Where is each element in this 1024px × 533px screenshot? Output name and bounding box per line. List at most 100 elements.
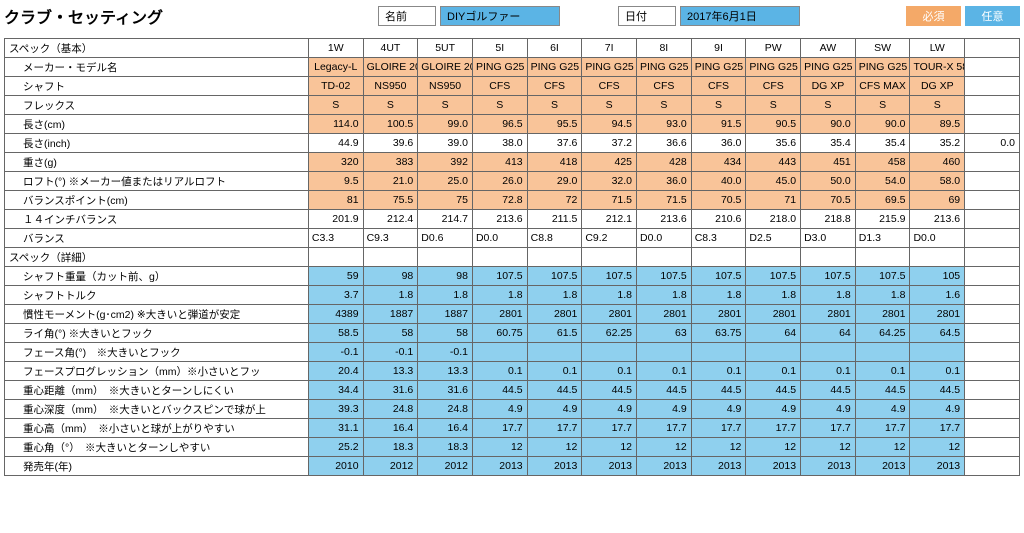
cell: 96.5 — [472, 115, 527, 134]
cell: 62.25 — [582, 324, 637, 343]
cell: 2010 — [308, 457, 363, 476]
cell: 12 — [910, 438, 965, 457]
cell: D0.0 — [472, 229, 527, 248]
cell: 107.5 — [691, 267, 746, 286]
cell: 31.1 — [308, 419, 363, 438]
cell — [965, 191, 1020, 210]
cell — [855, 248, 910, 267]
table-row: バランスC3.3C9.3D0.6D0.0C8.8C9.2D0.0C8.3D2.5… — [5, 229, 1020, 248]
cell — [965, 229, 1020, 248]
cell: 98 — [363, 267, 418, 286]
cell — [527, 248, 582, 267]
cell — [582, 343, 637, 362]
cell: CFS — [637, 77, 692, 96]
cell: 100.5 — [363, 115, 418, 134]
cell: 2013 — [801, 457, 856, 476]
optional-button[interactable]: 任意 — [965, 6, 1020, 26]
cell: 2801 — [637, 305, 692, 324]
cell: CFS — [472, 77, 527, 96]
cell: D2.5 — [746, 229, 801, 248]
cell — [965, 438, 1020, 457]
cell: 1.6 — [910, 286, 965, 305]
cell: フェースプログレッション（mm）※小さいとフッ — [5, 362, 309, 381]
cell: 4.9 — [527, 400, 582, 419]
cell: 64 — [746, 324, 801, 343]
table-row: 重心角（°） ※大きいとターンしやすい25.218.318.3121212121… — [5, 438, 1020, 457]
table-row: 長さ(cm)114.0100.599.096.595.594.593.091.5… — [5, 115, 1020, 134]
table-row: バランスポイント(cm)8175.57572.87271.571.570.571… — [5, 191, 1020, 210]
cell: 12 — [527, 438, 582, 457]
cell: 90.0 — [855, 115, 910, 134]
cell: 212.1 — [582, 210, 637, 229]
cell: 39.6 — [363, 134, 418, 153]
cell: 69.5 — [855, 191, 910, 210]
cell — [965, 400, 1020, 419]
cell: -0.1 — [308, 343, 363, 362]
cell — [965, 77, 1020, 96]
cell: 12 — [855, 438, 910, 457]
cell: PING G25 — [746, 58, 801, 77]
cell: 2801 — [910, 305, 965, 324]
cell: 45.0 — [746, 172, 801, 191]
cell: 392 — [418, 153, 473, 172]
cell: 72 — [527, 191, 582, 210]
spec-table: スペック（基本）1W4UT5UT5I6I7I8I9IPWAWSWLWメーカー・モ… — [4, 38, 1020, 476]
cell: GLOIRE 2013 — [418, 58, 473, 77]
cell: 64 — [801, 324, 856, 343]
cell: C8.3 — [691, 229, 746, 248]
table-row: 長さ(inch)44.939.639.038.037.637.236.636.0… — [5, 134, 1020, 153]
cell: 2801 — [582, 305, 637, 324]
cell — [965, 267, 1020, 286]
cell: 17.7 — [691, 419, 746, 438]
table-row: シャフトトルク3.71.81.81.81.81.81.81.81.81.81.8… — [5, 286, 1020, 305]
cell: 44.5 — [582, 381, 637, 400]
cell: D0.0 — [637, 229, 692, 248]
cell: PING G25 — [637, 58, 692, 77]
cell: 重心距離（mm） ※大きいとターンしにくい — [5, 381, 309, 400]
cell: 58.0 — [910, 172, 965, 191]
cell: 2013 — [637, 457, 692, 476]
table-row: 重心距離（mm） ※大きいとターンしにくい34.431.631.644.544.… — [5, 381, 1020, 400]
cell: 215.9 — [855, 210, 910, 229]
cell: バランスポイント(cm) — [5, 191, 309, 210]
cell: 1.8 — [691, 286, 746, 305]
cell: 320 — [308, 153, 363, 172]
cell: 8I — [637, 39, 692, 58]
cell: 4.9 — [801, 400, 856, 419]
cell: 70.5 — [691, 191, 746, 210]
required-button[interactable]: 必須 — [906, 6, 961, 26]
name-value[interactable]: DIYゴルファー — [440, 6, 560, 26]
cell: 418 — [527, 153, 582, 172]
cell: 4UT — [363, 39, 418, 58]
cell: 44.5 — [691, 381, 746, 400]
cell: 24.8 — [418, 400, 473, 419]
cell: 9.5 — [308, 172, 363, 191]
cell — [418, 248, 473, 267]
cell — [965, 362, 1020, 381]
cell: スペック（基本） — [5, 39, 309, 58]
cell: 24.8 — [363, 400, 418, 419]
cell: 9I — [691, 39, 746, 58]
cell: 460 — [910, 153, 965, 172]
date-value[interactable]: 2017年6月1日 — [680, 6, 800, 26]
cell: 35.4 — [801, 134, 856, 153]
cell: スペック（詳細） — [5, 248, 309, 267]
cell: 213.6 — [472, 210, 527, 229]
cell: 44.5 — [527, 381, 582, 400]
cell — [746, 343, 801, 362]
cell: 13.3 — [418, 362, 473, 381]
cell: 90.0 — [801, 115, 856, 134]
cell: 44.5 — [472, 381, 527, 400]
cell: 443 — [746, 153, 801, 172]
cell: 72.8 — [472, 191, 527, 210]
cell: D3.0 — [801, 229, 856, 248]
cell — [308, 248, 363, 267]
cell: シャフト — [5, 77, 309, 96]
cell: PW — [746, 39, 801, 58]
cell: PING G25 — [691, 58, 746, 77]
cell: 34.4 — [308, 381, 363, 400]
cell: 37.6 — [527, 134, 582, 153]
cell: 90.5 — [746, 115, 801, 134]
cell: 44.9 — [308, 134, 363, 153]
cell: 64.25 — [855, 324, 910, 343]
